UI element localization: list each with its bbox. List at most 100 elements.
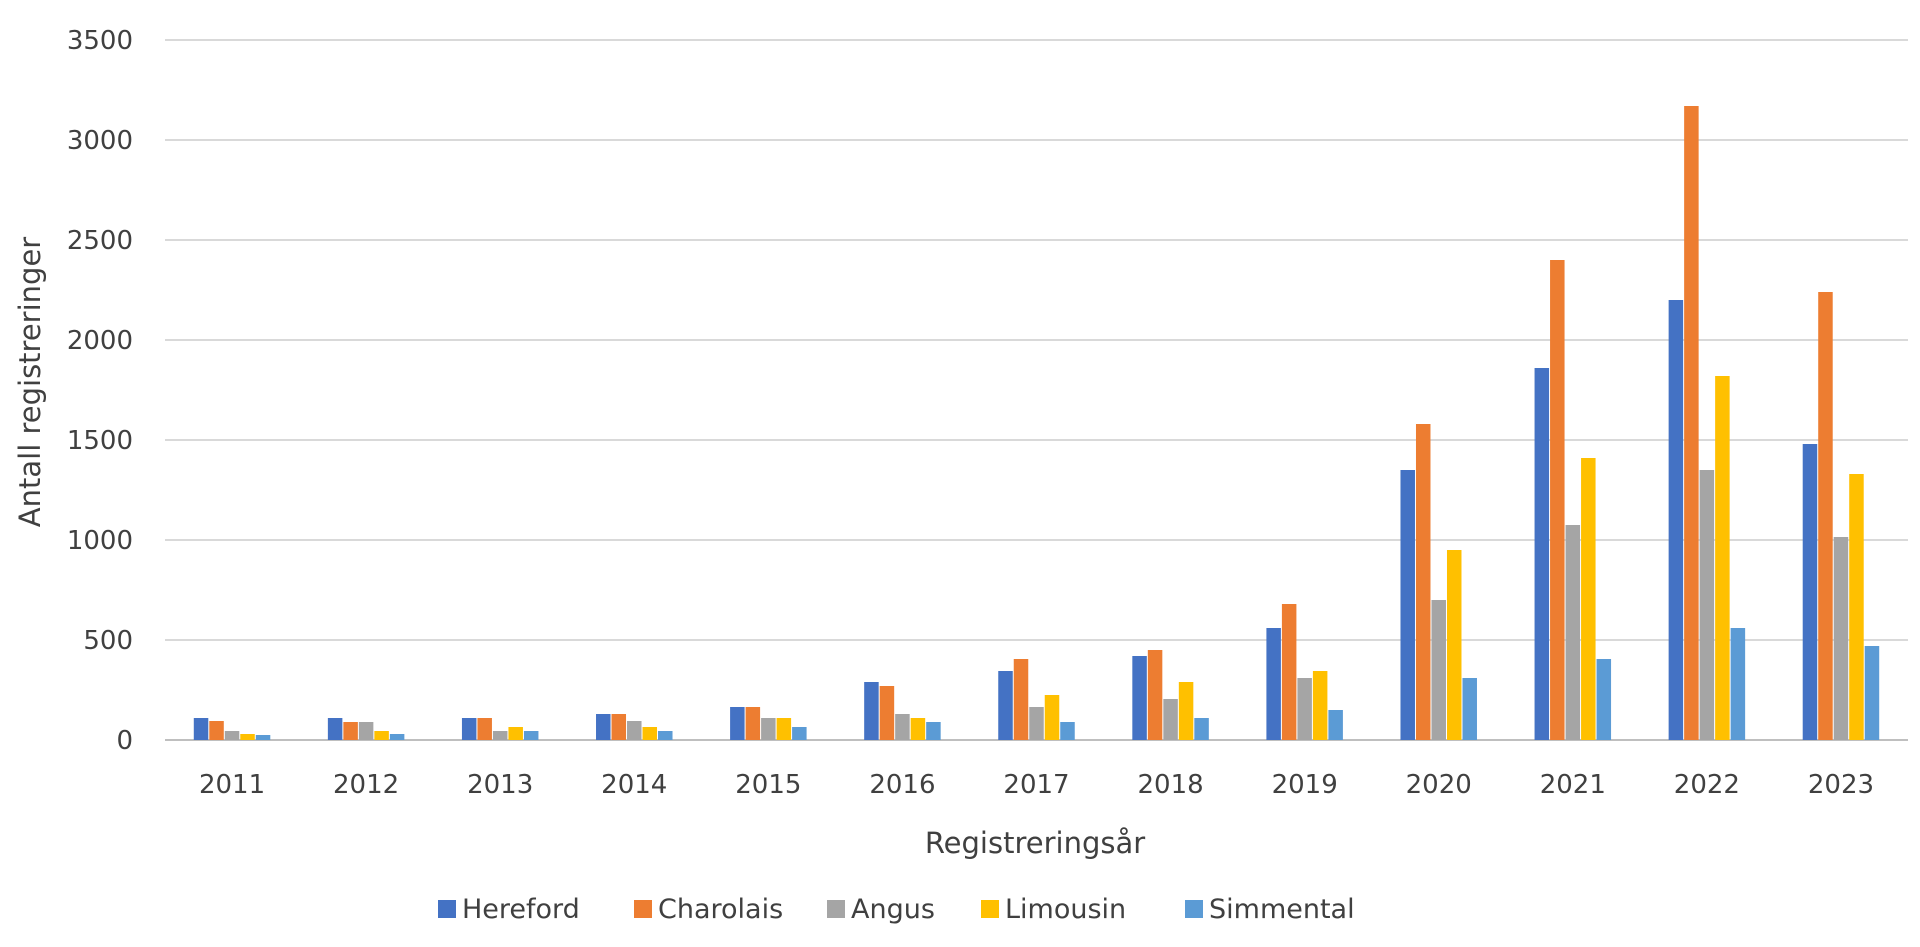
bar-hereford-2011 xyxy=(193,718,209,740)
bars xyxy=(193,106,1880,740)
bar-simmental-2018 xyxy=(1194,718,1209,740)
bar-limousin-2014 xyxy=(642,727,658,740)
bar-angus-2014 xyxy=(627,721,642,740)
bar-hereford-2015 xyxy=(730,707,745,740)
bar-simmental-2013 xyxy=(523,731,539,740)
y-axis-title: Antall registreringer xyxy=(13,237,47,528)
bar-simmental-2017 xyxy=(1060,722,1075,740)
bar-limousin-2016 xyxy=(910,718,926,740)
bar-charolais-2022 xyxy=(1684,106,1699,740)
bar-angus-2013 xyxy=(492,731,508,740)
x-tick-label: 2011 xyxy=(199,770,265,800)
bar-limousin-2021 xyxy=(1581,458,1596,740)
legend-item-limousin: Limousin xyxy=(981,894,1126,925)
y-tick-label: 2500 xyxy=(67,226,133,256)
bar-angus-2011 xyxy=(224,731,240,740)
y-tick-label: 1500 xyxy=(67,426,133,456)
y-tick-label: 500 xyxy=(83,626,133,656)
y-axis-tick-labels: 0 500 1000 1500 2000 2500 3000 3500 xyxy=(67,26,133,756)
x-tick-label: 2013 xyxy=(467,770,533,800)
legend-label: Angus xyxy=(851,894,935,925)
bar-angus-2022 xyxy=(1699,470,1715,740)
y-tick-label: 1000 xyxy=(67,526,133,556)
bar-hereford-2021 xyxy=(1534,368,1550,740)
bar-simmental-2020 xyxy=(1462,678,1477,740)
bar-limousin-2022 xyxy=(1715,376,1730,740)
y-tick-label: 0 xyxy=(116,726,133,756)
bar-angus-2018 xyxy=(1163,699,1178,740)
legend-label: Charolais xyxy=(658,894,783,925)
bar-hereford-2013 xyxy=(461,718,477,740)
bar-charolais-2019 xyxy=(1281,604,1297,740)
x-tick-label: 2012 xyxy=(333,770,399,800)
bar-simmental-2019 xyxy=(1328,710,1343,740)
bar-simmental-2012 xyxy=(389,734,405,740)
bar-charolais-2016 xyxy=(879,686,895,740)
legend-item-charolais: Charolais xyxy=(634,894,783,925)
x-tick-label: 2019 xyxy=(1272,770,1338,800)
x-tick-label: 2016 xyxy=(869,770,935,800)
bar-simmental-2022 xyxy=(1730,628,1746,740)
bar-charolais-2012 xyxy=(343,722,358,740)
bar-angus-2023 xyxy=(1833,537,1849,740)
x-axis-tick-labels: 2011 2012 2013 2014 2015 2016 2017 2018 2019 2020… xyxy=(199,770,1874,800)
bar-simmental-2015 xyxy=(792,727,807,740)
bar-charolais-2015 xyxy=(745,707,761,740)
legend-swatch xyxy=(634,900,652,918)
bar-charolais-2011 xyxy=(209,721,224,740)
legend-item-simmental: Simmental xyxy=(1185,894,1355,925)
bar-limousin-2011 xyxy=(240,734,255,740)
bar-angus-2021 xyxy=(1565,525,1581,740)
bar-angus-2012 xyxy=(358,722,374,740)
bar-angus-2015 xyxy=(761,718,776,740)
legend-label: Limousin xyxy=(1005,894,1126,925)
bar-simmental-2023 xyxy=(1864,646,1880,740)
x-tick-label: 2017 xyxy=(1003,770,1069,800)
bar-simmental-2016 xyxy=(926,722,941,740)
legend-swatch xyxy=(1185,900,1203,918)
x-axis-title: Registreringsår xyxy=(925,826,1145,860)
bar-simmental-2011 xyxy=(255,735,271,740)
bar-charolais-2017 xyxy=(1013,659,1029,740)
bar-limousin-2017 xyxy=(1044,695,1060,740)
legend-swatch xyxy=(827,900,845,918)
bar-angus-2017 xyxy=(1029,707,1044,740)
bar-limousin-2012 xyxy=(374,731,389,740)
x-tick-label: 2018 xyxy=(1137,770,1203,800)
bar-hereford-2017 xyxy=(998,671,1013,740)
bar-hereford-2019 xyxy=(1266,628,1281,740)
legend-label: Simmental xyxy=(1209,894,1355,925)
legend-swatch xyxy=(438,900,456,918)
bar-hereford-2020 xyxy=(1400,470,1415,740)
bar-hereford-2016 xyxy=(864,682,879,740)
bar-charolais-2020 xyxy=(1415,424,1431,740)
y-tick-label: 3000 xyxy=(67,126,133,156)
bar-hereford-2022 xyxy=(1668,300,1684,740)
bar-hereford-2014 xyxy=(596,714,611,740)
bar-hereford-2012 xyxy=(327,718,343,740)
x-tick-label: 2015 xyxy=(735,770,801,800)
bar-simmental-2021 xyxy=(1596,659,1612,740)
bar-charolais-2013 xyxy=(477,718,492,740)
gridlines xyxy=(165,39,1908,741)
bar-limousin-2015 xyxy=(776,718,792,740)
legend-item-hereford: Hereford xyxy=(438,894,580,925)
x-tick-label: 2023 xyxy=(1808,770,1874,800)
bar-charolais-2021 xyxy=(1550,260,1565,740)
legend: Hereford Charolais Angus Limousin Simmental xyxy=(438,894,1355,925)
x-tick-label: 2020 xyxy=(1406,770,1472,800)
bar-limousin-2013 xyxy=(508,727,523,740)
bar-limousin-2020 xyxy=(1446,550,1462,740)
x-tick-label: 2022 xyxy=(1674,770,1740,800)
bar-limousin-2019 xyxy=(1312,671,1328,740)
bar-hereford-2023 xyxy=(1802,444,1818,740)
bar-limousin-2018 xyxy=(1178,682,1194,740)
legend-label: Hereford xyxy=(462,894,580,925)
y-tick-label: 3500 xyxy=(67,26,133,56)
bar-angus-2016 xyxy=(895,714,910,740)
bar-charolais-2023 xyxy=(1818,292,1833,740)
bar-hereford-2018 xyxy=(1132,656,1147,740)
x-tick-label: 2021 xyxy=(1540,770,1606,800)
